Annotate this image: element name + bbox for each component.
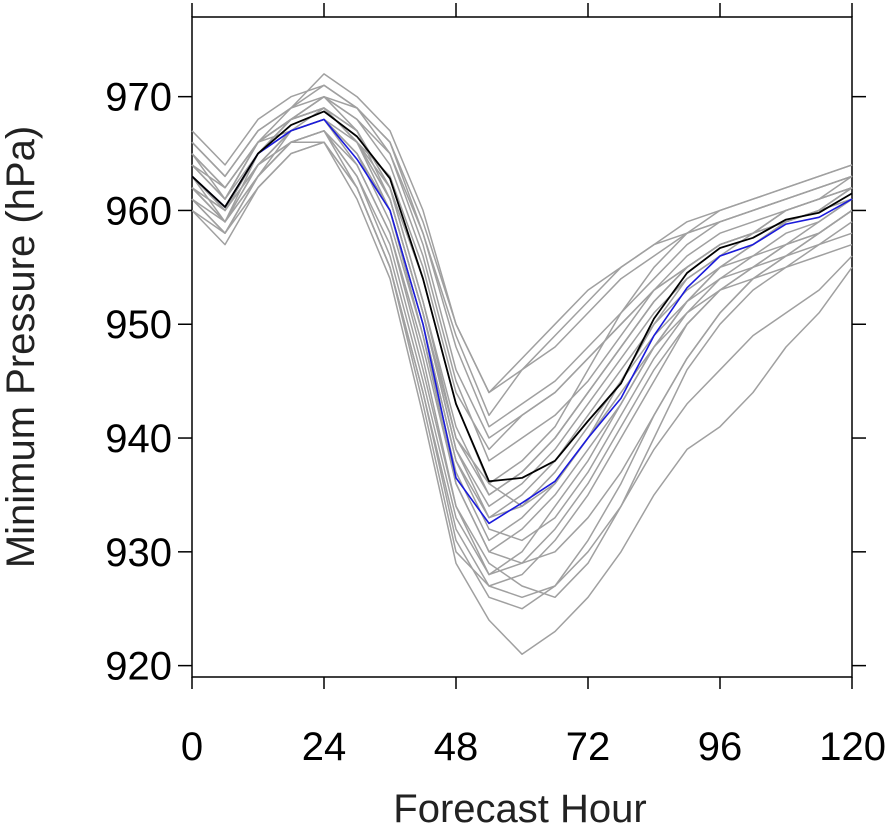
y-tick-label: 930: [105, 531, 172, 575]
ensemble-member-line-25: [191, 107, 853, 496]
ensemble-member-line-21: [191, 95, 853, 394]
ensemble-member-line-7: [191, 118, 853, 451]
ensemble-member-line-23: [191, 84, 853, 439]
y-tick-label: 950: [105, 303, 172, 347]
ensemble-member-line-18: [191, 130, 853, 576]
x-tick-label: 0: [181, 725, 203, 769]
x-tick-label: 72: [566, 725, 611, 769]
ensemble-member-line-20: [191, 118, 853, 564]
y-axis-ticks: 920 930 940 950 960 970: [105, 76, 866, 689]
x-axis-title: Forecast Hour: [393, 787, 646, 827]
x-tick-label: 24: [302, 725, 347, 769]
y-tick-label: 920: [105, 645, 172, 689]
ensemble-member-line-19: [191, 107, 853, 519]
ensemble-member-line-14: [191, 107, 853, 508]
ensemble-member-line-11: [191, 141, 853, 655]
ensemble-member-line-10: [191, 130, 853, 576]
ensemble-member-line-16: [191, 107, 853, 542]
x-tick-label: 96: [698, 725, 743, 769]
y-tick-label: 940: [105, 417, 172, 461]
highlight-lines: [191, 110, 853, 525]
ensemble-member-line-24: [191, 141, 853, 610]
control-run-line: [191, 118, 853, 525]
ensemble-member-line-12: [191, 130, 853, 599]
ensemble-member-line-22: [191, 118, 853, 519]
ensemble-member-line-17: [191, 95, 853, 485]
ensemble-member-lines: [191, 73, 853, 655]
x-tick-label: 48: [434, 725, 479, 769]
y-tick-label: 960: [105, 189, 172, 233]
plot-frame: [191, 16, 853, 678]
x-tick-label: 120: [819, 725, 886, 769]
ensemble-member-line-4: [191, 141, 853, 587]
ensemble-mean-line: [191, 110, 853, 483]
ensemble-member-line-1: [191, 107, 853, 496]
ensemble-member-line-8: [191, 107, 853, 508]
ensemble-member-line-2: [191, 130, 853, 553]
y-axis-title: Minimum Pressure (hPa): [0, 126, 43, 568]
y-tick-label: 970: [105, 76, 172, 120]
x-axis-ticks: 0 24 48 72 96 120: [181, 3, 886, 769]
